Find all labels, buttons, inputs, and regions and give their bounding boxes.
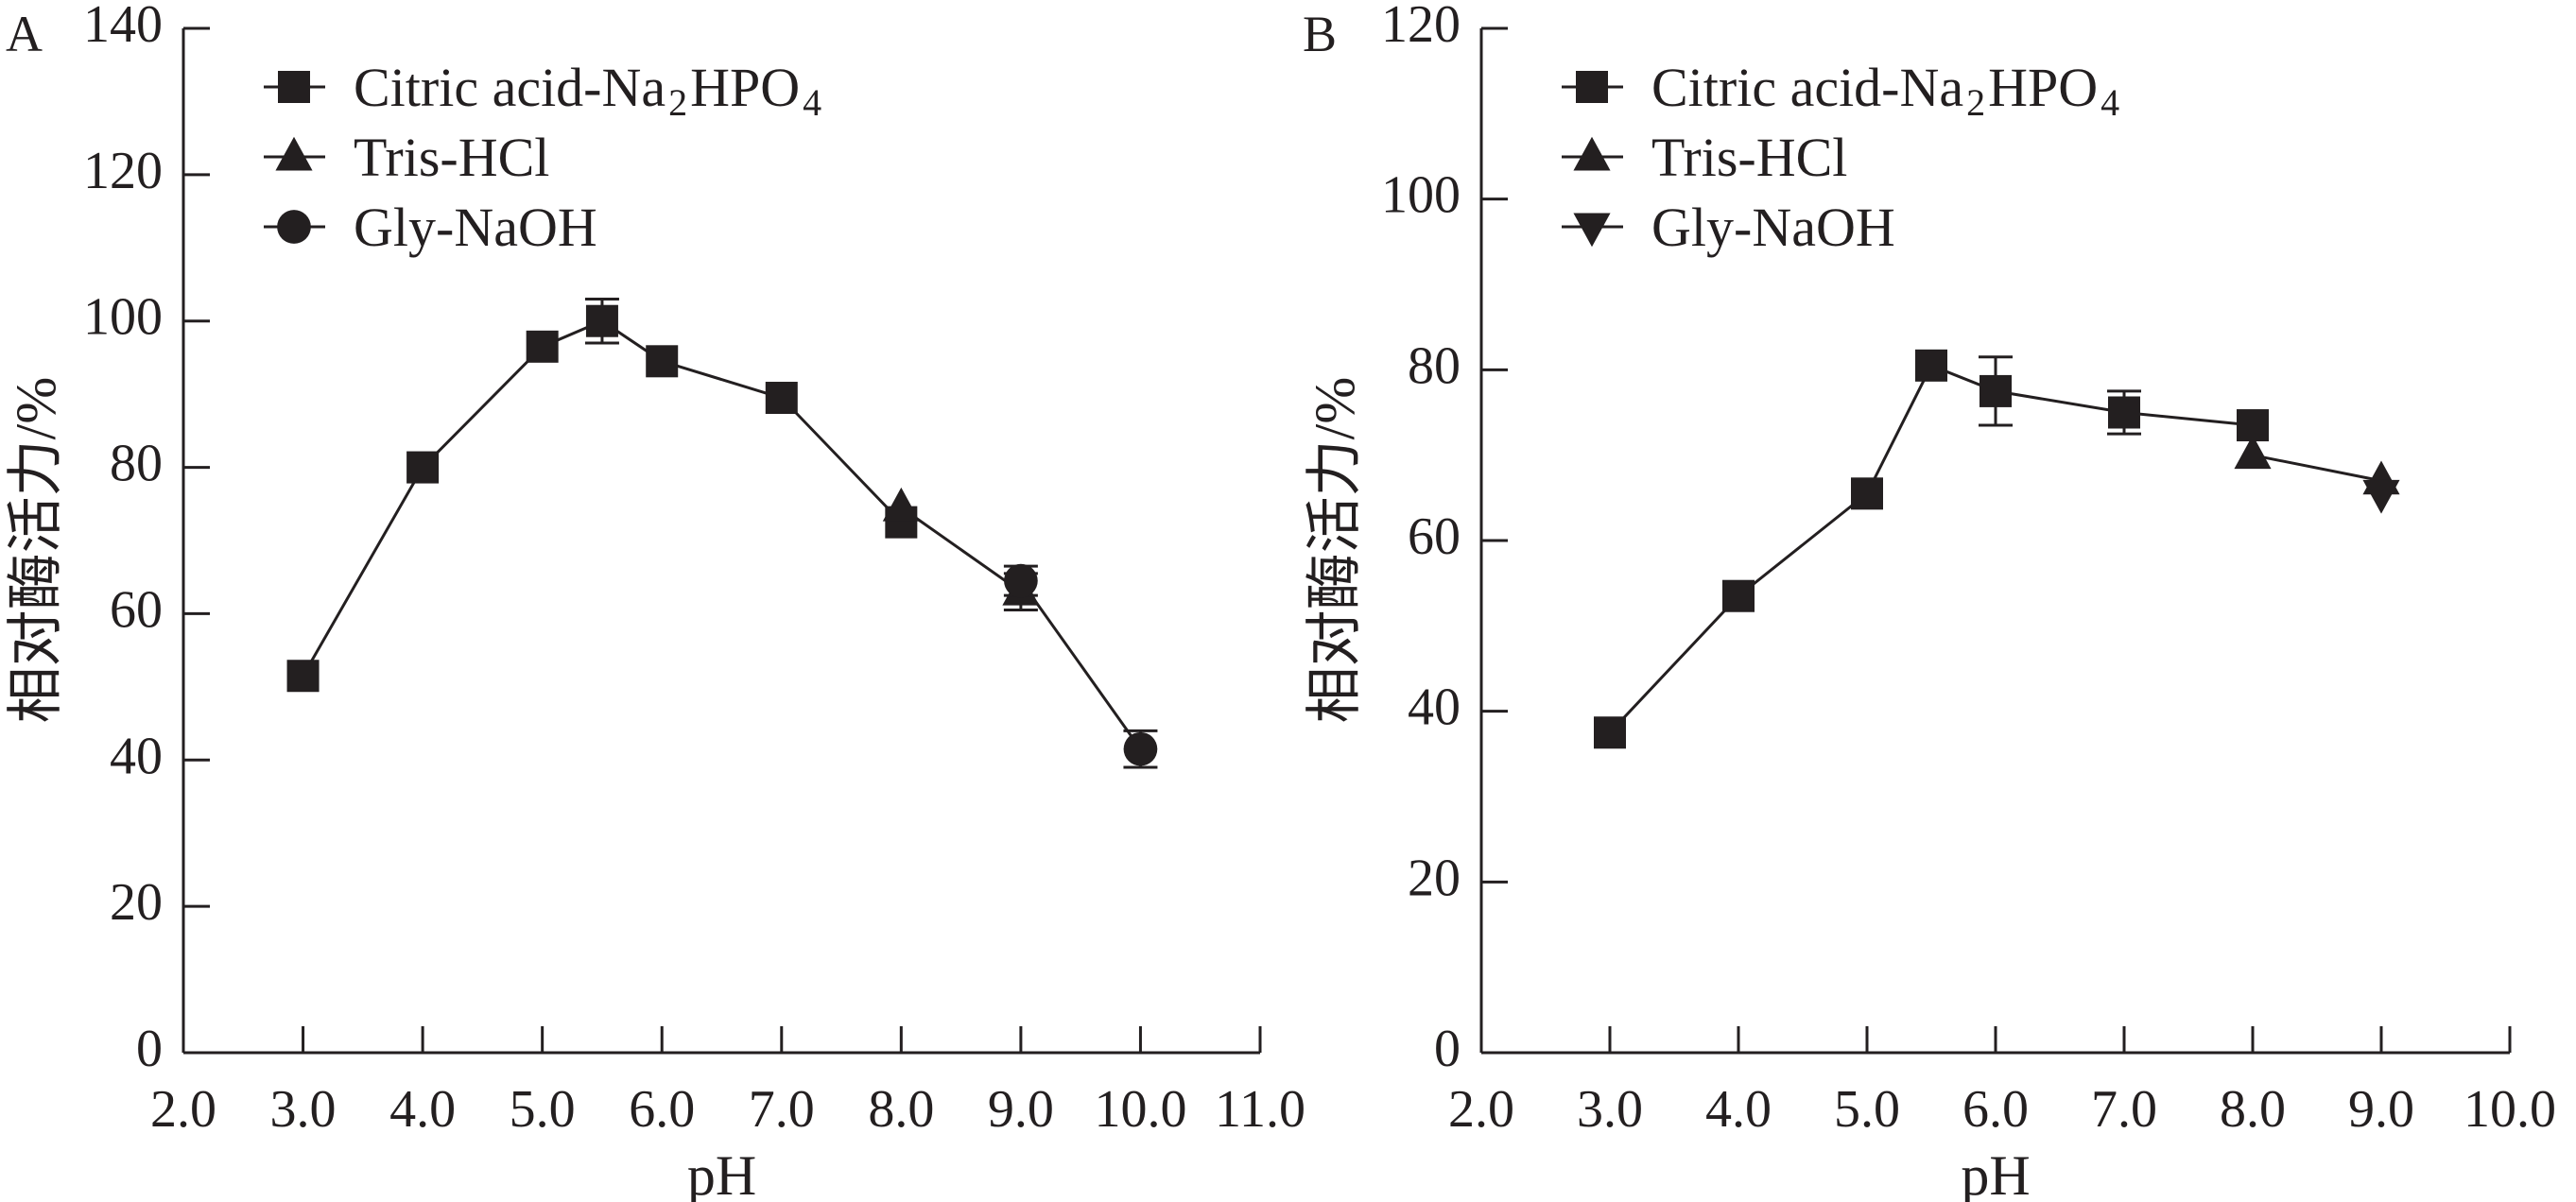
chart-panel-b: 0 20 40 60 80 100 120 2.0 3.0 4.0 5.0 6.0 7.0 8.0 9.0 1… <box>1303 0 2556 1202</box>
chart-panel-a: 0 20 40 60 80 100 120 140 2.0 3.0 4.0 5.0 6.0 7.0 8.0 9… <box>5 0 1305 1202</box>
data-point-square <box>1594 716 1626 749</box>
panel-label: B <box>1303 6 1337 62</box>
y-tick-label: 140 <box>83 0 163 54</box>
x-tick-label: 6.0 <box>1962 1080 2029 1139</box>
series-line-0 <box>302 319 903 677</box>
legend-marker-circle <box>277 210 311 244</box>
y-tick-label: 40 <box>110 727 163 785</box>
x-tick-label: 7.0 <box>2091 1080 2157 1139</box>
x-tick-label: 11.0 <box>1215 1080 1305 1139</box>
legend-label: Citric acid-Na <box>1651 57 1963 118</box>
x-tick-label: 8.0 <box>868 1080 934 1139</box>
legend-subscript: 2 <box>1966 81 1985 124</box>
y-tick-label: 120 <box>83 142 163 200</box>
panel-label: A <box>6 6 43 62</box>
data-point-square <box>1851 477 1883 510</box>
legend-marker-square <box>278 71 310 103</box>
y-tick-label: 100 <box>83 288 163 347</box>
y-tick-label: 20 <box>1408 849 1461 907</box>
series-line-1 <box>2252 454 2382 483</box>
data-point-triangle-up <box>882 487 920 522</box>
x-axis-label: pH <box>687 1144 756 1202</box>
x-tick-label: 10.0 <box>1094 1080 1186 1139</box>
y-axis-label: 相对酶活力/% <box>1304 377 1366 724</box>
data-point-triangle-up <box>2234 435 2272 470</box>
data-point-square <box>765 382 798 415</box>
x-tick-label: 3.0 <box>270 1080 337 1139</box>
legend-label: Gly-NaOH <box>354 197 597 258</box>
y-tick-label: 80 <box>110 435 163 493</box>
y-tick-label: 80 <box>1408 336 1461 395</box>
data-point-circle <box>1123 731 1158 766</box>
legend-label: Tris-HCl <box>354 127 549 188</box>
legend-marker-triangle-down <box>1573 213 1611 248</box>
legend-subscript: 4 <box>803 81 821 124</box>
legend-label: HPO <box>1988 57 2098 118</box>
legend-label: HPO <box>690 57 800 118</box>
legend-marker-triangle-up <box>1573 136 1611 171</box>
x-tick-label: 9.0 <box>988 1080 1054 1139</box>
x-tick-label: 10.0 <box>2464 1080 2556 1139</box>
y-axis-label: 相对酶活力/% <box>5 377 67 724</box>
data-point-square <box>585 304 618 337</box>
y-tick-label: 0 <box>1434 1020 1461 1078</box>
x-tick-label: 4.0 <box>389 1080 456 1139</box>
x-tick-label: 6.0 <box>629 1080 695 1139</box>
legend-marker-square <box>1576 71 1608 103</box>
x-tick-label: 8.0 <box>2220 1080 2286 1139</box>
data-point-circle <box>1004 563 1038 598</box>
y-tick-label: 20 <box>110 873 163 932</box>
x-tick-label: 5.0 <box>510 1080 576 1139</box>
data-point-square <box>406 451 440 484</box>
y-tick-label: 60 <box>110 580 163 639</box>
series-line-1 <box>900 506 1022 593</box>
legend-marker-triangle-up <box>275 136 313 171</box>
data-point-square <box>2108 396 2140 429</box>
x-tick-label: 4.0 <box>1705 1080 1772 1139</box>
x-tick-label: 2.0 <box>1448 1080 1514 1139</box>
data-point-triangle-down <box>2362 479 2400 514</box>
y-tick-label: 40 <box>1408 678 1461 737</box>
y-tick-label: 100 <box>1381 166 1461 225</box>
legend-subscript: 2 <box>668 81 687 124</box>
legend-label: Tris-HCl <box>1651 127 1847 188</box>
legend-subscript: 4 <box>2101 81 2119 124</box>
data-point-square <box>1722 579 1755 612</box>
legend-label: Gly-NaOH <box>1651 197 1895 258</box>
x-tick-label: 2.0 <box>150 1080 216 1139</box>
data-point-square <box>1915 349 1947 382</box>
series-line-2 <box>1019 579 1142 750</box>
data-point-square <box>286 660 320 693</box>
legend-label: Citric acid-Na <box>354 57 666 118</box>
x-tick-label: 7.0 <box>749 1080 815 1139</box>
y-tick-label: 120 <box>1381 0 1461 54</box>
data-point-square <box>1980 374 2012 407</box>
x-tick-label: 9.0 <box>2348 1080 2414 1139</box>
x-axis-label: pH <box>1961 1144 2030 1202</box>
y-tick-label: 0 <box>136 1020 163 1078</box>
series-line-0 <box>1608 363 2254 734</box>
data-point-square <box>646 345 679 378</box>
y-tick-label: 60 <box>1408 507 1461 566</box>
x-tick-label: 3.0 <box>1577 1080 1643 1139</box>
data-point-square <box>526 330 559 363</box>
x-tick-label: 5.0 <box>1834 1080 1900 1139</box>
